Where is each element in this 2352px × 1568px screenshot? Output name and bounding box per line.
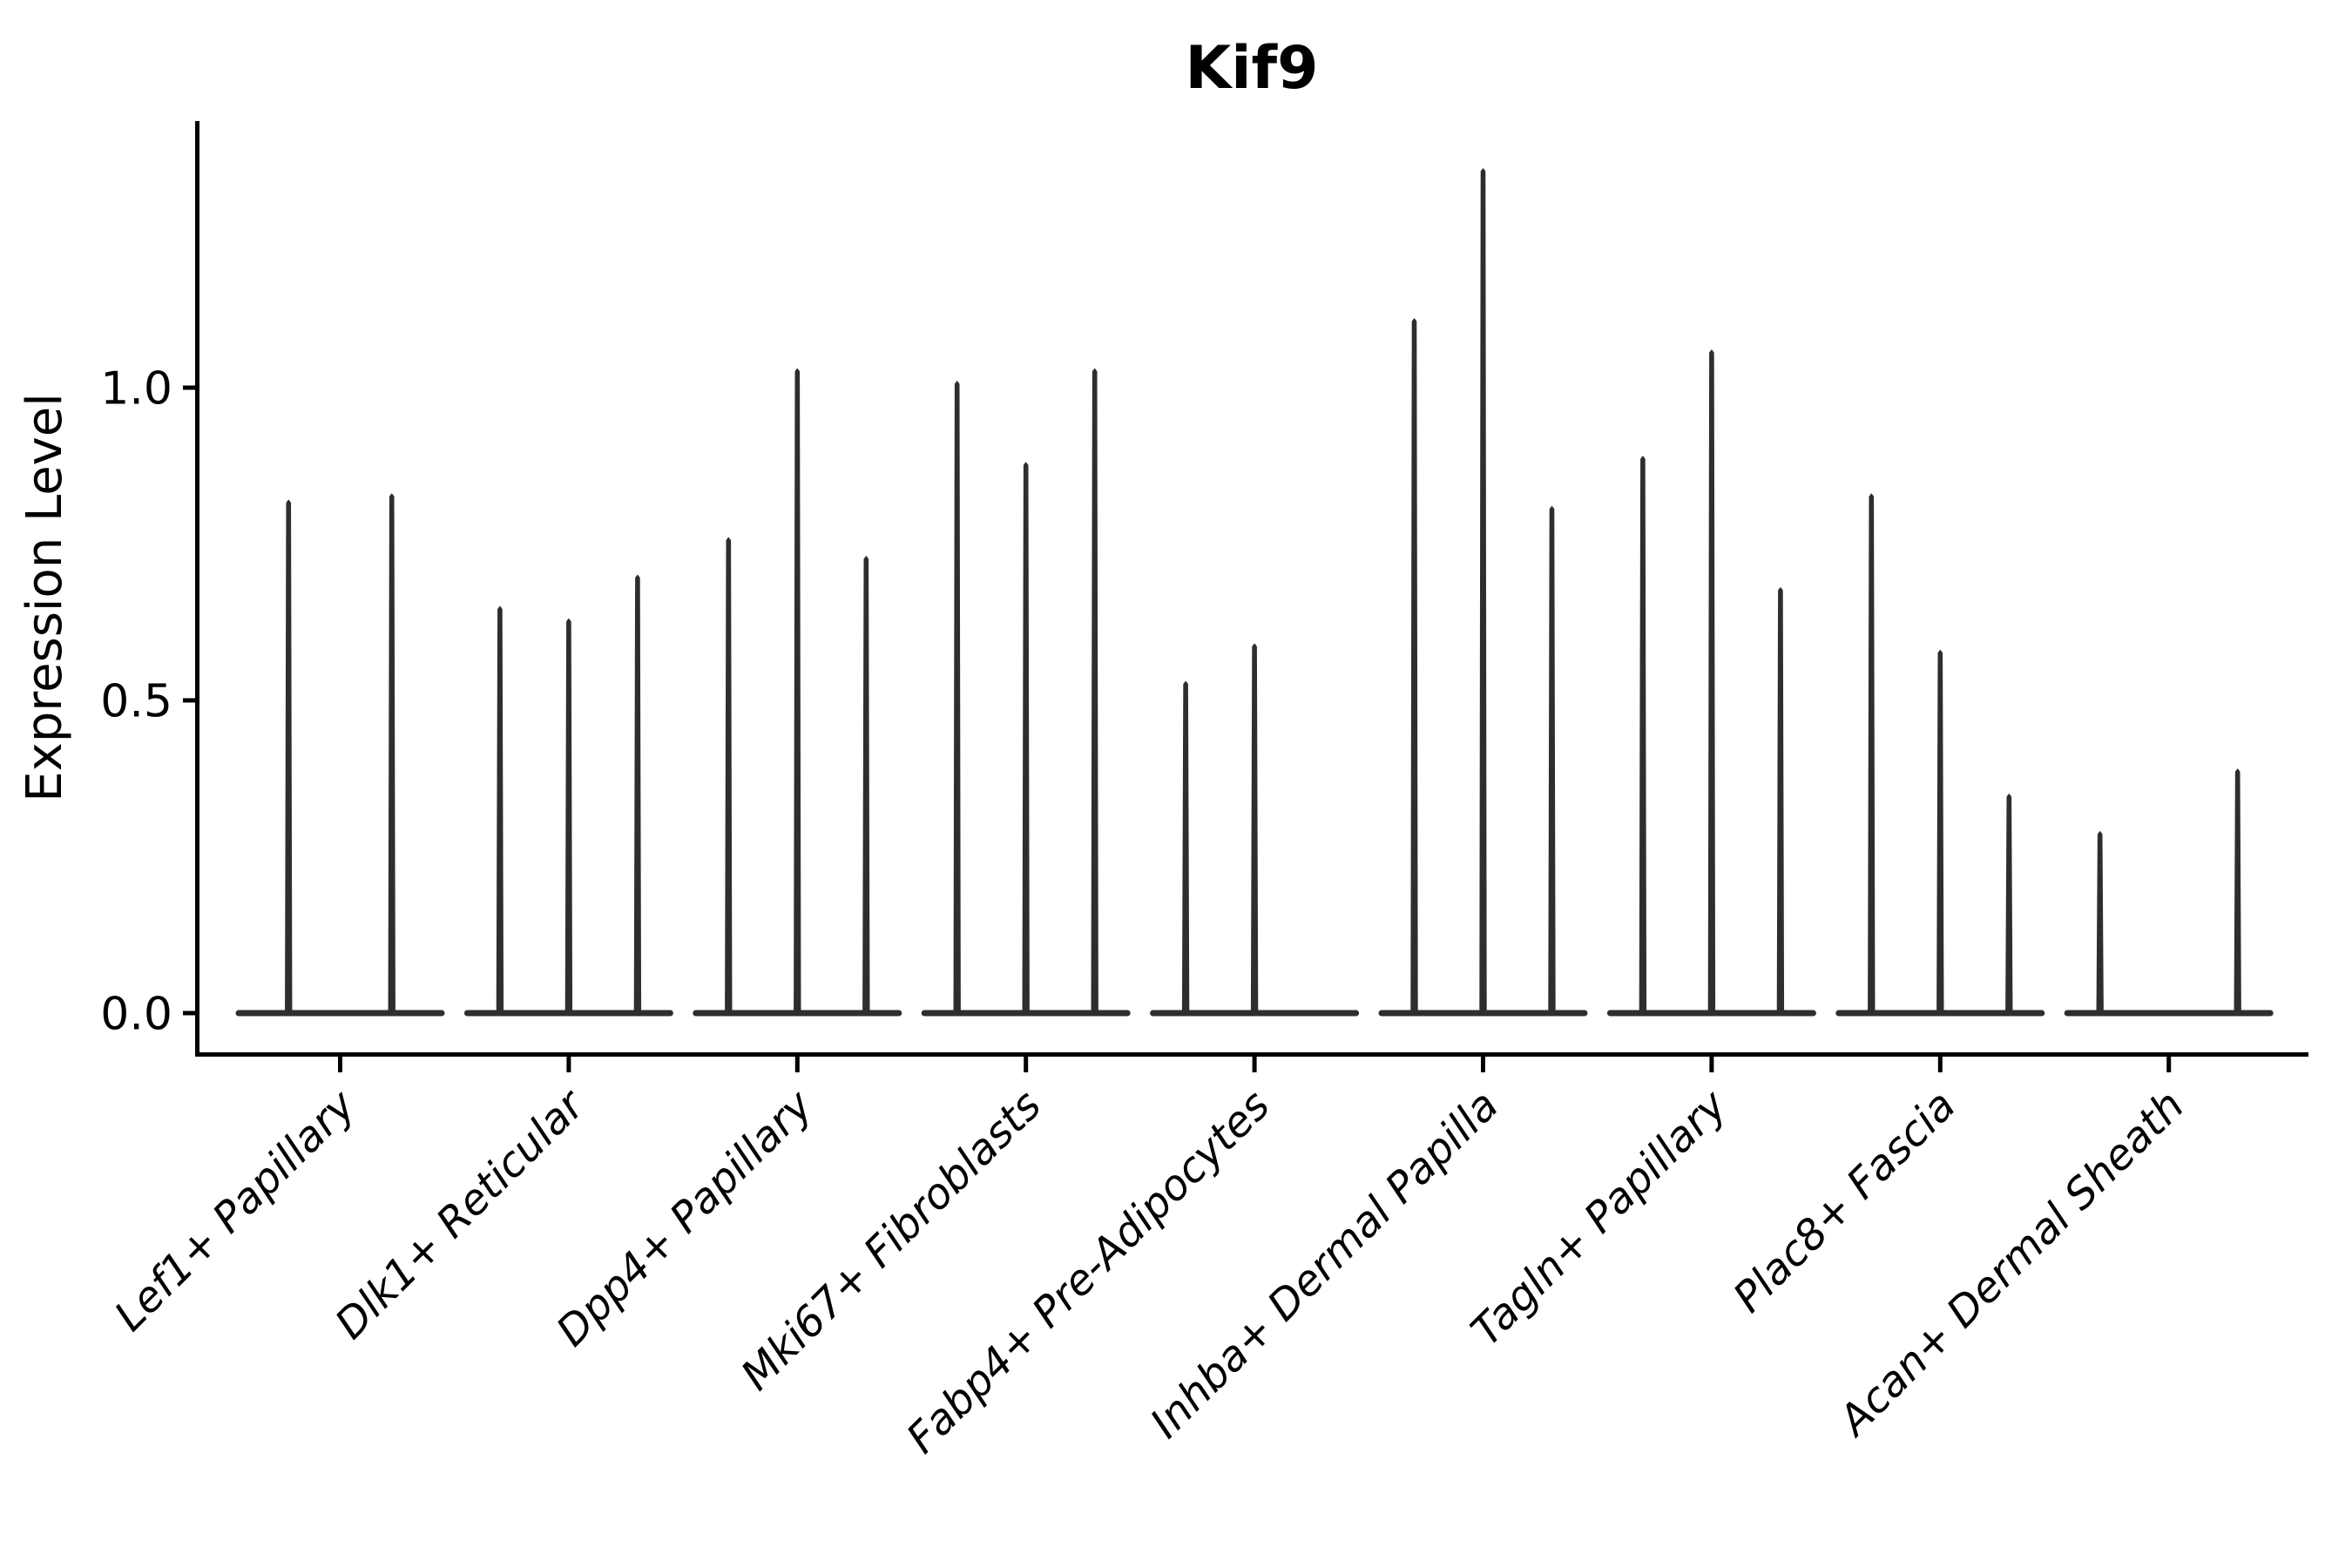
violin-spike [2096,831,2104,1016]
x-tick-label: Plac8+ Fascia [1724,1081,1965,1322]
violin-spike [1776,587,1785,1016]
violin-spike [725,537,733,1016]
violin-spike [862,556,870,1016]
violin-spike [2005,794,2013,1016]
violin-spike [1707,349,1716,1016]
violin-spike [1936,649,1944,1016]
x-tick-label: Fabp4+ Pre-Adipocytes [897,1081,1280,1463]
violin-group [1150,643,1360,1017]
violin-spike [1548,505,1556,1016]
violin-spike [1091,368,1098,1016]
violin-spike [1639,456,1647,1016]
violin-group [1378,168,1588,1017]
violin-spike [953,381,961,1016]
y-tick-label: 0.0 [100,989,172,1041]
y-tick-label: 0.5 [100,676,172,728]
violin-group [693,368,902,1017]
violin-spike [2234,768,2241,1016]
violin-spike [1479,168,1487,1016]
x-tick-label: Dpp4+ Papillary [547,1080,822,1355]
violin-group [235,493,445,1017]
x-tick-label: Dlk1+ Reticular [326,1079,596,1349]
violin-spike [1410,318,1418,1016]
violin-spike [1181,680,1190,1016]
violin-spike [1250,643,1259,1016]
x-tick-label: Tagln+ Papillary [1462,1080,1737,1355]
violin-spike [794,368,801,1016]
violin-group [921,368,1131,1017]
y-axis-label: Expression Level [17,393,73,802]
violin-spike [633,574,642,1016]
violin-spike [388,493,395,1016]
violin-group [2064,768,2274,1017]
violin-spike [1868,493,1876,1016]
x-tick-label: Lef1+ Papillary [105,1080,366,1341]
violin-spike [564,618,573,1016]
violin-spike [496,605,504,1016]
y-tick-label: 1.0 [100,363,172,416]
chart-title: Kif9 [1186,34,1319,103]
violin-spike [1022,462,1030,1016]
violin-spike [285,499,293,1016]
violin-group [463,574,673,1017]
violin-group [1606,349,1816,1017]
violin-group [1835,493,2045,1017]
